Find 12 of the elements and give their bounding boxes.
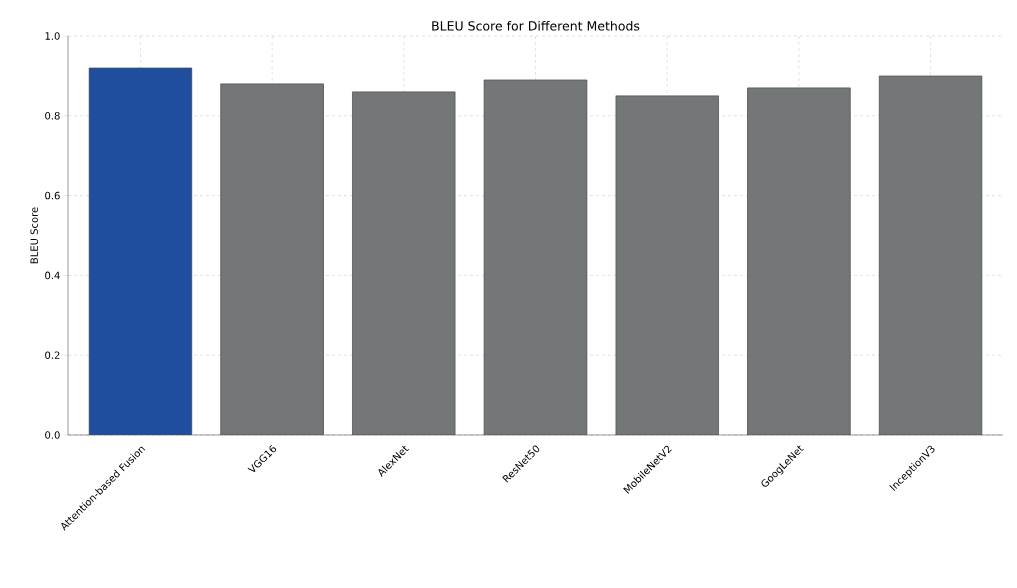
bar [747,87,851,435]
bar [88,67,193,435]
y-tick-label: 0.6 [45,191,60,200]
y-tick-label: 0.0 [45,431,60,439]
y-axis-title: BLEU Score [30,207,38,264]
bar [220,83,324,435]
y-tick-label: 0.8 [45,112,60,120]
y-tick-label: 0.4 [45,271,60,280]
bar [878,75,983,435]
y-tick-label: 0.2 [45,351,60,359]
y-tick-label: 1.0 [45,32,60,40]
chart-title: BLEU Score for Different Methods [432,20,640,31]
